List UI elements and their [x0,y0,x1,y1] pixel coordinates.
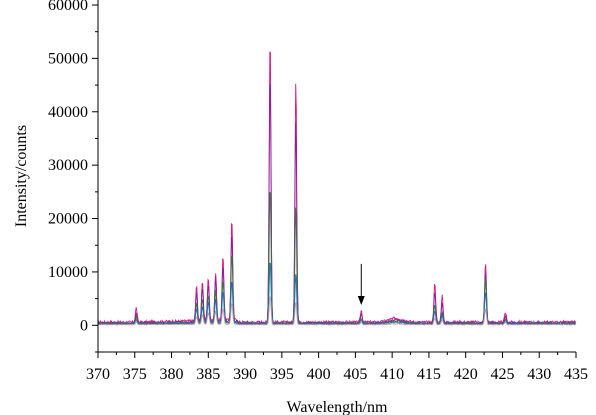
x-tick-label: 415 [417,366,441,383]
x-tick-label: 410 [380,366,404,383]
x-tick-label: 370 [86,366,110,383]
y-tick-label: 10000 [48,264,88,281]
x-tick-label: 395 [270,366,294,383]
x-tick-label: 380 [160,366,184,383]
x-tick-label: 435 [564,366,588,383]
y-tick-label: 50000 [48,50,88,67]
axes: 370 375 380 385 390 395 400 405 410 415 420 425 430 4… [48,0,588,383]
series-layer [98,51,576,326]
y-axis-title: Intensity/counts [13,125,30,227]
x-tick-label: 420 [454,366,478,383]
series-line [98,295,576,326]
annotation-arrow-head [357,296,365,306]
x-tick-label: 385 [196,366,220,383]
x-axis-title: Wavelength/nm [287,399,388,415]
y-tick-label: 40000 [48,104,88,121]
y-tick-label: 60000 [48,0,88,14]
x-tick-label: 405 [343,366,367,383]
annotation-layer [357,263,365,306]
x-tick-label: 390 [233,366,257,383]
x-tick-label: 400 [307,366,331,383]
series-line [98,84,576,326]
x-tick-label: 375 [123,366,147,383]
series-line [98,192,576,326]
y-tick-label: 30000 [48,157,88,174]
x-tick-label: 430 [527,366,551,383]
y-tick-label: 20000 [48,211,88,228]
series-line [98,51,576,326]
y-tick-label: 0 [80,317,88,334]
x-tick-label: 425 [490,366,514,383]
